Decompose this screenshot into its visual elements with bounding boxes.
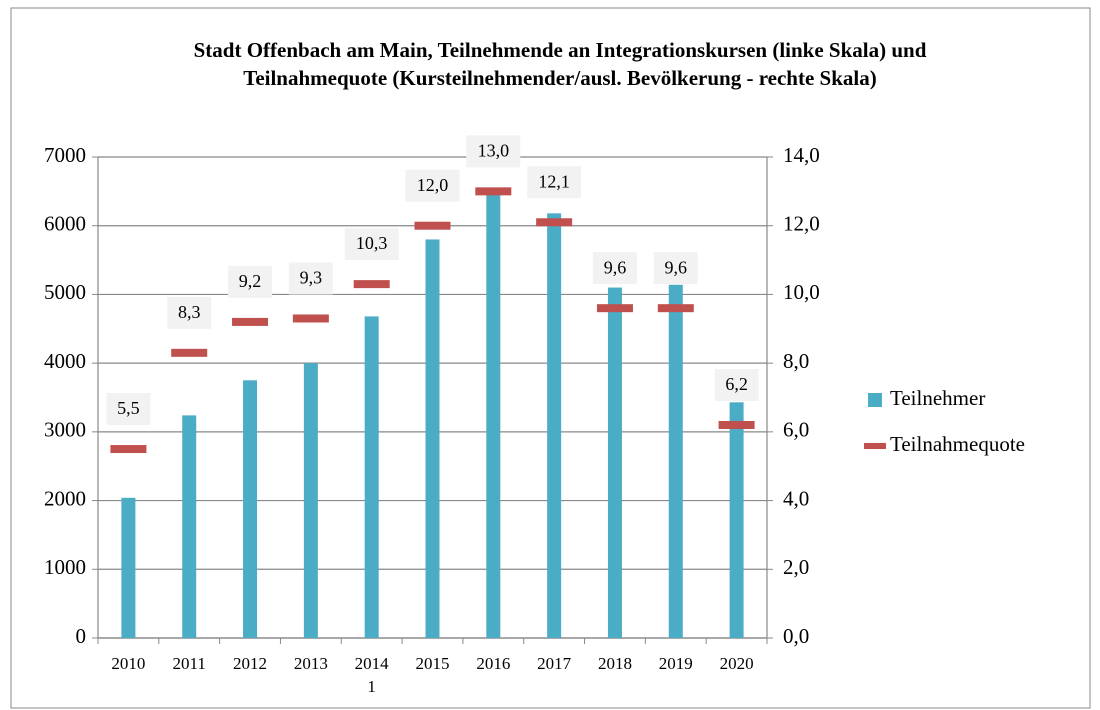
x-tick-label: 2014 1 <box>355 654 390 696</box>
marker <box>657 304 694 313</box>
y2-tick-label: 0,0 <box>783 624 809 648</box>
legend-swatch <box>868 393 882 407</box>
marker <box>171 348 208 357</box>
data-label-box <box>167 296 212 329</box>
data-label-box <box>466 135 521 168</box>
x-tick-label: 2019 <box>659 654 693 673</box>
data-label: 9,2 <box>239 271 262 291</box>
y-tick-label: 1000 <box>44 555 86 579</box>
x-tick-label: 2016 <box>476 654 510 673</box>
marker <box>232 317 269 326</box>
marker <box>536 218 573 227</box>
marker <box>718 420 755 429</box>
bar <box>668 284 683 638</box>
y-tick-label: 4000 <box>44 349 86 373</box>
x-tick-label: 2012 <box>233 654 267 673</box>
bar <box>547 213 562 639</box>
bar <box>364 316 379 638</box>
data-label-box <box>592 252 637 285</box>
marker <box>353 280 390 289</box>
data-label-box <box>106 393 151 426</box>
x-tick-label: 2013 <box>294 654 328 673</box>
x-tick-label: 2020 <box>720 654 754 673</box>
x-tick-label: 2018 <box>598 654 632 673</box>
y-tick-label: 2000 <box>44 486 86 510</box>
y2-tick-label: 10,0 <box>783 280 820 304</box>
data-label: 8,3 <box>178 302 201 322</box>
data-label-box <box>714 368 759 401</box>
data-label: 6,2 <box>725 374 748 394</box>
data-label-box <box>228 265 273 298</box>
data-label-box <box>288 262 333 295</box>
marker <box>292 314 329 323</box>
marker <box>475 187 512 196</box>
data-label-box <box>344 228 399 261</box>
bar <box>121 497 136 638</box>
y-tick-label: 7000 <box>44 143 86 167</box>
bar <box>303 363 318 638</box>
data-label: 5,5 <box>117 398 140 418</box>
legend-swatch <box>864 443 886 449</box>
x-tick-label: 2015 <box>416 654 450 673</box>
x-tick-label: 2010 <box>111 654 145 673</box>
marker <box>596 304 633 313</box>
data-label: 9,6 <box>604 257 627 277</box>
bar <box>486 194 501 639</box>
bar <box>607 287 622 638</box>
y-tick-label: 6000 <box>44 212 86 236</box>
data-label-box <box>527 166 582 199</box>
y-tick-label: 0 <box>76 624 87 648</box>
y2-tick-label: 12,0 <box>783 212 820 236</box>
y-tick-label: 5000 <box>44 280 86 304</box>
bar <box>182 415 197 638</box>
legend-label: Teilnehmer <box>890 386 985 410</box>
legend-label: Teilnahmequote <box>890 432 1025 456</box>
marker <box>110 445 147 454</box>
chart-frame <box>10 7 1091 709</box>
chart-title: Stadt Offenbach am Main, Teilnehmende an… <box>193 38 927 90</box>
y2-tick-label: 8,0 <box>783 349 809 373</box>
data-label: 9,3 <box>300 268 323 288</box>
marker <box>414 221 451 230</box>
bar <box>243 380 258 638</box>
y2-tick-label: 2,0 <box>783 555 809 579</box>
data-label-box <box>653 252 698 285</box>
x-tick-label: 2011 <box>173 654 206 673</box>
data-label: 10,3 <box>356 233 388 253</box>
y2-tick-label: 6,0 <box>783 418 809 442</box>
y-tick-label: 3000 <box>44 418 86 442</box>
bar <box>729 402 744 638</box>
data-label: 13,0 <box>478 140 510 160</box>
data-label-box <box>405 169 460 202</box>
data-label: 9,6 <box>665 257 688 277</box>
x-tick-label: 2017 <box>537 654 572 673</box>
data-label: 12,1 <box>538 171 570 191</box>
data-label: 12,0 <box>417 175 449 195</box>
y2-tick-label: 4,0 <box>783 486 809 510</box>
y2-tick-label: 14,0 <box>783 143 820 167</box>
bar <box>425 239 440 638</box>
